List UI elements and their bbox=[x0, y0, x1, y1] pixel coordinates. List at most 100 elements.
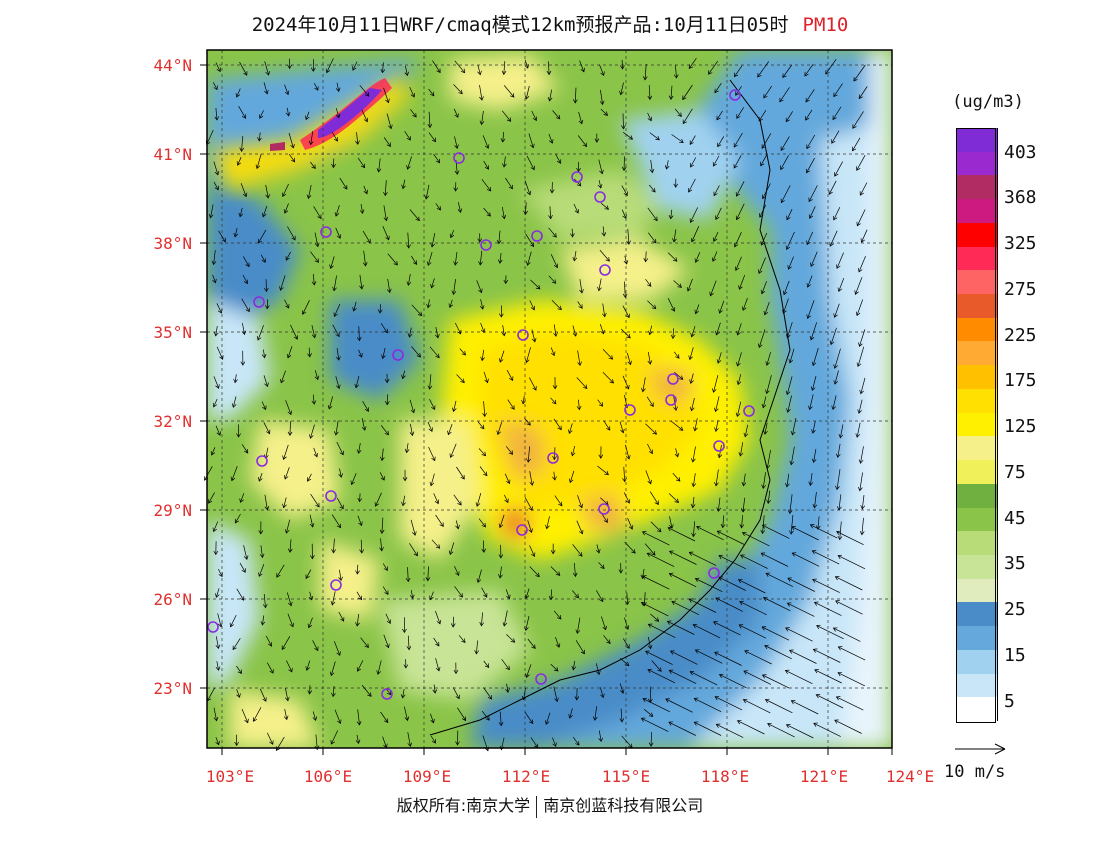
wind-arrow bbox=[621, 209, 627, 219]
wind-arrow-head bbox=[252, 717, 258, 722]
wind-arrow bbox=[576, 520, 583, 534]
wind-arrow bbox=[481, 179, 491, 192]
wind-arrow bbox=[624, 255, 628, 265]
wind-arrow-head bbox=[435, 641, 440, 647]
wind-arrow-head bbox=[498, 523, 504, 529]
wind-arrow-head bbox=[689, 406, 695, 412]
wind-arrow-head bbox=[360, 163, 366, 169]
wind-arrow-head bbox=[401, 374, 406, 380]
wind-arrow bbox=[338, 611, 345, 622]
wind-arrow bbox=[740, 554, 768, 569]
wind-arrow bbox=[266, 732, 274, 745]
wind-arrow bbox=[602, 349, 613, 360]
wind-arrow-head bbox=[385, 643, 390, 649]
wind-arrow-head bbox=[241, 568, 246, 573]
wind-arrow bbox=[362, 230, 371, 244]
wind-arrow-head bbox=[736, 114, 741, 119]
wind-arrow bbox=[265, 635, 272, 647]
wind-arrow-head bbox=[330, 600, 336, 606]
wind-arrow-head bbox=[388, 124, 393, 130]
wind-arrow bbox=[312, 711, 317, 721]
wind-arrow-head bbox=[856, 362, 862, 368]
wind-arrow bbox=[856, 155, 866, 171]
wind-arrow-head bbox=[430, 91, 435, 97]
wind-arrow bbox=[813, 722, 841, 737]
wind-arrow bbox=[839, 521, 842, 540]
wind-arrow bbox=[809, 473, 813, 486]
wind-arrow bbox=[216, 346, 224, 360]
wind-arrow bbox=[737, 352, 742, 367]
wind-arrow bbox=[263, 593, 266, 608]
wind-arrow bbox=[856, 422, 861, 438]
wind-arrow-head bbox=[852, 146, 857, 152]
wind-arrow bbox=[499, 566, 502, 578]
wind-arrow-head bbox=[240, 361, 246, 366]
wind-arrow-head bbox=[598, 737, 604, 743]
wind-arrow bbox=[766, 449, 771, 469]
wind-arrow-head bbox=[424, 194, 430, 200]
wind-arrow-head bbox=[716, 359, 722, 364]
wind-arrow-head bbox=[619, 718, 625, 723]
wind-arrow bbox=[356, 564, 359, 575]
wind-arrow-head bbox=[694, 649, 700, 654]
wind-arrow bbox=[381, 517, 384, 534]
wind-arrow bbox=[809, 394, 814, 410]
wind-arrow-head bbox=[355, 570, 360, 575]
wind-arrow bbox=[836, 252, 844, 269]
legend-label: 225 bbox=[1004, 325, 1037, 346]
wind-arrow-head bbox=[458, 89, 463, 95]
wind-arrow bbox=[642, 531, 670, 546]
wind-arrow-head bbox=[808, 481, 814, 487]
map-frame bbox=[206, 49, 893, 749]
wind-arrow bbox=[361, 109, 368, 122]
wind-arrow-head bbox=[649, 168, 655, 174]
wind-arrow bbox=[525, 588, 530, 599]
wind-arrow-head bbox=[305, 115, 310, 121]
wind-arrow bbox=[603, 635, 611, 644]
wind-arrow-head bbox=[696, 525, 701, 531]
wind-arrow bbox=[215, 62, 221, 72]
wind-arrow-head bbox=[711, 388, 717, 393]
wind-arrow bbox=[806, 231, 814, 245]
wind-arrow-head bbox=[578, 119, 584, 125]
wind-arrow bbox=[332, 324, 340, 337]
wind-arrow bbox=[479, 84, 483, 101]
wind-arrow-head bbox=[739, 524, 745, 529]
wind-arrow-head bbox=[449, 453, 454, 459]
wind-arrow bbox=[507, 399, 515, 410]
city-marker bbox=[624, 404, 636, 416]
wind-arrow-head bbox=[311, 164, 316, 170]
wind-arrow bbox=[242, 323, 245, 335]
wind-arrow bbox=[481, 612, 483, 626]
wind-arrow-head bbox=[255, 164, 261, 170]
wind-arrow-head bbox=[668, 214, 674, 220]
wind-arrow-head bbox=[506, 594, 511, 600]
wind-arrow-head bbox=[694, 258, 700, 263]
wind-arrow-head bbox=[504, 498, 509, 504]
wind-arrow bbox=[505, 177, 513, 189]
wind-arrow bbox=[263, 375, 268, 387]
wind-arrow-head bbox=[553, 332, 558, 337]
wind-arrow bbox=[834, 303, 840, 318]
wind-arrow bbox=[306, 660, 311, 671]
wind-arrow-head bbox=[544, 720, 550, 725]
wind-arrow bbox=[307, 473, 312, 482]
wind-arrow bbox=[405, 65, 408, 76]
wind-arrow bbox=[356, 613, 360, 627]
wind-arrow bbox=[766, 352, 771, 366]
wind-arrow bbox=[859, 329, 866, 347]
wind-arrow bbox=[204, 466, 213, 481]
wind-arrow-head bbox=[383, 566, 388, 571]
wind-arrow bbox=[626, 352, 631, 365]
wind-arrow bbox=[830, 327, 837, 345]
wind-arrow bbox=[308, 184, 312, 199]
wind-arrow-head bbox=[505, 688, 510, 693]
wind-arrow-head bbox=[831, 139, 836, 144]
wind-arrow bbox=[714, 651, 742, 666]
wind-arrow-head bbox=[523, 210, 528, 215]
wind-arrow bbox=[526, 155, 535, 170]
wind-arrow-head bbox=[833, 380, 839, 385]
wind-arrow-head bbox=[212, 278, 217, 284]
wind-arrow-head bbox=[652, 430, 657, 435]
wind-arrow bbox=[647, 669, 676, 684]
